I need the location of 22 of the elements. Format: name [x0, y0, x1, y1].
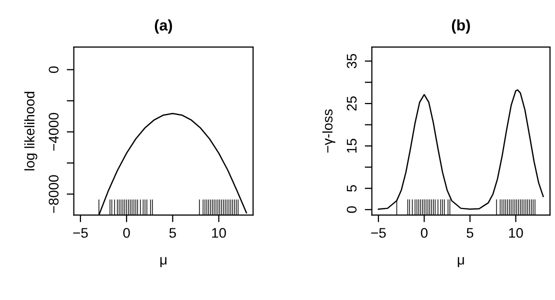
y-tick-label: 25	[346, 96, 357, 111]
x-tick-label: −5	[371, 228, 386, 238]
y-axis-title: log likelihood	[24, 92, 38, 170]
x-tick-label: 10	[509, 228, 523, 238]
x-tick-label: 0	[123, 228, 130, 238]
y-tick-label: −4000	[48, 112, 59, 151]
y-tick-label: 0	[48, 66, 59, 73]
x-tick-label: 0	[420, 228, 428, 238]
x-tick-label: −5	[73, 228, 88, 238]
x-axis-title: μ	[458, 257, 464, 268]
y-tick-label: 5	[346, 185, 357, 192]
y-tick-label: 35	[346, 54, 357, 68]
x-axis-title: μ	[160, 257, 166, 268]
x-tick-label: 5	[466, 228, 474, 238]
chart-title: (a)	[154, 19, 172, 34]
x-tick-label: 5	[169, 228, 176, 238]
chart-title: (b)	[452, 19, 470, 34]
y-tick-label: 15	[346, 138, 357, 153]
y-axis-title: −γ-loss	[322, 109, 336, 153]
y-tick-label: −8000	[48, 175, 59, 213]
y-tick-label: 0	[346, 206, 357, 213]
x-tick-label: 10	[212, 228, 226, 238]
